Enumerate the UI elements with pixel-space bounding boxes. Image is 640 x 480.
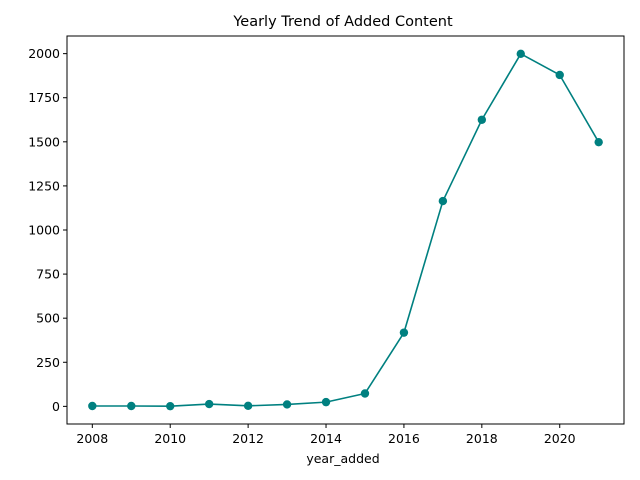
data-point: [204, 399, 214, 409]
data-point: [88, 401, 97, 411]
x-tick-label: 2020: [544, 431, 576, 446]
series-layer: [88, 49, 603, 411]
x-axis: 2008 2010 2012 2014 2016 2018 2020: [76, 424, 576, 446]
plot-frame: [66, 35, 625, 425]
data-point: [438, 196, 448, 206]
data-point: [555, 70, 564, 80]
y-tick-label: 2000: [28, 46, 60, 61]
x-axis-label: year_added: [306, 451, 379, 466]
x-tick-label: 2014: [310, 431, 342, 446]
data-point: [360, 389, 370, 398]
chart-title: Yearly Trend of Added Content: [232, 14, 453, 30]
data-point: [127, 401, 136, 411]
y-axis: 0 250 500 750 1000 1250 1500 1750 2000: [28, 46, 67, 414]
y-tick-label: 500: [36, 311, 60, 326]
x-tick-label: 2008: [76, 431, 108, 446]
data-point: [166, 401, 175, 411]
y-tick-label: 750: [36, 267, 60, 282]
data-point: [399, 328, 409, 337]
y-tick-label: 0: [52, 399, 60, 414]
data-point: [243, 401, 253, 411]
y-tick-label: 1000: [28, 223, 60, 238]
x-tick-label: 2012: [232, 431, 264, 446]
data-point: [477, 115, 487, 124]
x-tick-label: 2018: [466, 431, 498, 446]
data-point: [282, 400, 292, 409]
y-tick-label: 1750: [28, 90, 60, 105]
y-tick-label: 250: [36, 355, 60, 370]
data-point: [321, 397, 331, 407]
data-point: [594, 137, 603, 147]
x-tick-label: 2016: [388, 431, 420, 446]
data-point: [516, 49, 525, 59]
series-line: [92, 53, 600, 407]
y-tick-label: 1500: [28, 134, 60, 149]
y-tick-label: 1250: [28, 178, 60, 193]
x-tick-label: 2010: [154, 431, 186, 446]
